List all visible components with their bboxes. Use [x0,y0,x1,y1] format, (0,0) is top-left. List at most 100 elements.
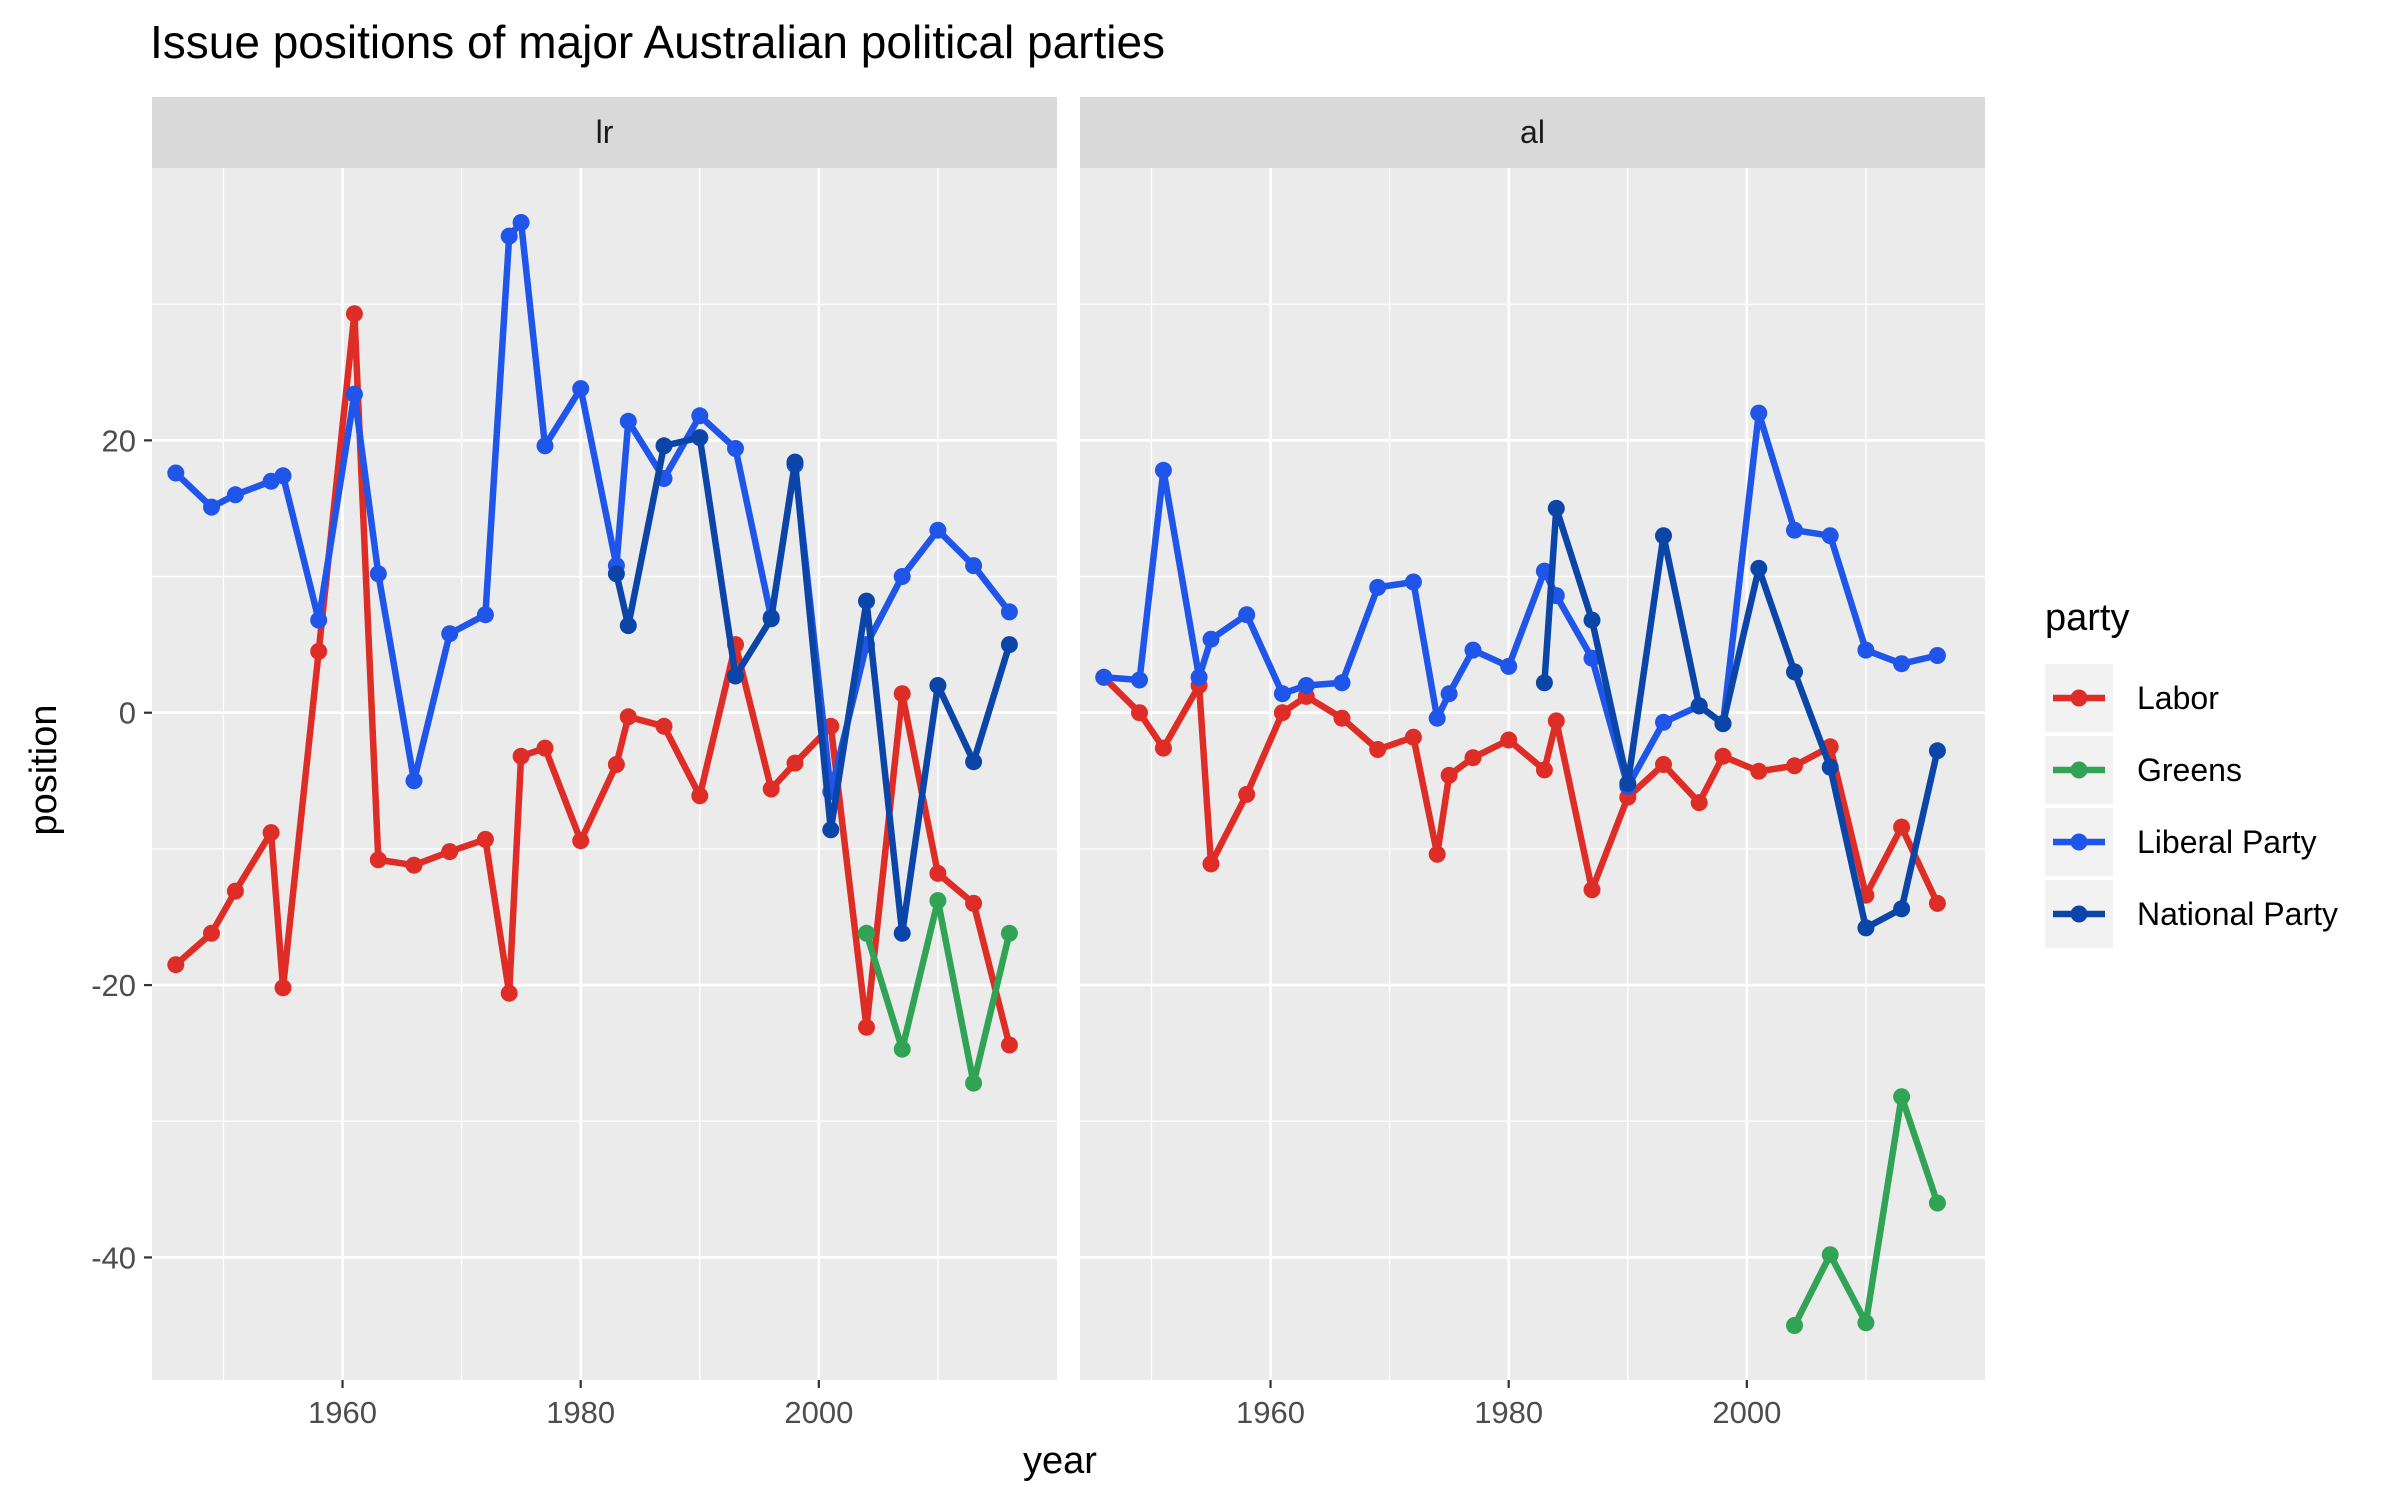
data-point [1369,741,1387,758]
data-point [1786,757,1803,775]
data-point [1333,709,1351,727]
data-point [1440,685,1458,703]
data-point [1786,663,1803,681]
data-point [1583,611,1601,629]
data-point [786,453,804,471]
data-point [572,832,590,850]
series-line [172,310,1013,1049]
data-point [167,956,185,974]
data-point [691,429,709,447]
panel-background-al [1080,168,1985,1380]
data-point [1131,704,1148,722]
data-point [727,440,744,457]
x-tick-label: 1980 [546,1395,615,1430]
series-national-party-lr [607,429,1018,942]
data-point [1000,1036,1018,1054]
data-point [929,677,947,694]
y-tick-label: -20 [91,968,136,1003]
series-labor-lr [167,305,1018,1054]
data-point [1154,739,1172,757]
legend-key-point [2070,905,2088,923]
data-point [1238,606,1256,624]
series-line [1100,674,1941,907]
legend-label: Liberal Party [2137,824,2317,860]
data-point [1297,677,1315,694]
series-labor-al [1095,668,1946,912]
data-point [1690,697,1708,715]
y-tick-label: 20 [102,423,136,458]
data-point [1000,924,1018,942]
data-point [1857,919,1875,937]
data-point [1821,1246,1839,1264]
data-point [1273,704,1291,722]
data-point [1464,641,1482,659]
series-greens-al [1786,1088,1946,1334]
data-point [1202,630,1220,648]
data-point [226,882,244,900]
data-point [345,305,363,323]
data-point [369,851,387,869]
data-point [1131,671,1148,689]
data-point [1928,894,1946,912]
data-point [786,754,804,772]
data-point [858,592,875,610]
legend-item-greens: Greens [2045,736,2242,804]
data-point [1000,603,1018,621]
data-point [893,924,911,942]
strip-label-al: al [1520,114,1545,150]
strip-lr [152,97,1057,168]
legend-key-point [2070,833,2088,851]
data-point [167,464,185,482]
data-point [1714,715,1732,733]
data-point [858,1018,875,1036]
chart-title: Issue positions of major Australian poli… [150,16,1165,68]
data-point [1750,559,1768,577]
gridlines-lr [152,168,1057,1380]
data-point [1821,527,1839,545]
data-point [310,611,328,629]
data-point [1690,794,1708,812]
data-point [1428,709,1446,727]
x-tick-label: 1960 [1236,1395,1305,1430]
data-point [1273,685,1291,703]
x-tick-label: 2000 [784,1395,853,1430]
data-point [1750,404,1768,422]
data-point [476,606,494,624]
data-point [1500,731,1518,749]
y-axis: -40 -20 0 20 [91,423,152,1275]
series-layer-lr [167,214,1018,1092]
data-point [1547,499,1565,517]
data-point [1535,761,1553,779]
data-point [1535,674,1553,692]
data-point [1095,668,1113,686]
data-point [274,467,292,485]
data-point [1154,461,1172,479]
x-axis-title: year [1023,1440,1097,1482]
data-point [1928,647,1946,664]
data-point [619,708,637,726]
data-point [727,667,744,685]
data-point [500,984,518,1002]
data-point [369,565,387,583]
data-point [536,437,554,455]
data-point [619,617,637,635]
data-point [1500,657,1518,675]
gridlines-al [1080,168,1985,1380]
data-point [1786,1317,1803,1334]
y-tick-label: -40 [91,1240,136,1275]
data-point [762,610,780,628]
series-line [1100,409,1941,790]
x-tick-label: 1980 [1474,1395,1543,1430]
legend-label: Labor [2137,680,2219,716]
data-point [965,1074,983,1092]
data-point [1000,636,1018,654]
data-point [441,843,459,861]
data-point [441,625,459,643]
data-point [1893,1088,1911,1106]
data-point [893,685,911,703]
data-point [203,924,220,942]
data-point [226,486,244,504]
strip-label-lr: lr [596,114,614,150]
x-tick-label: 2000 [1712,1395,1781,1430]
